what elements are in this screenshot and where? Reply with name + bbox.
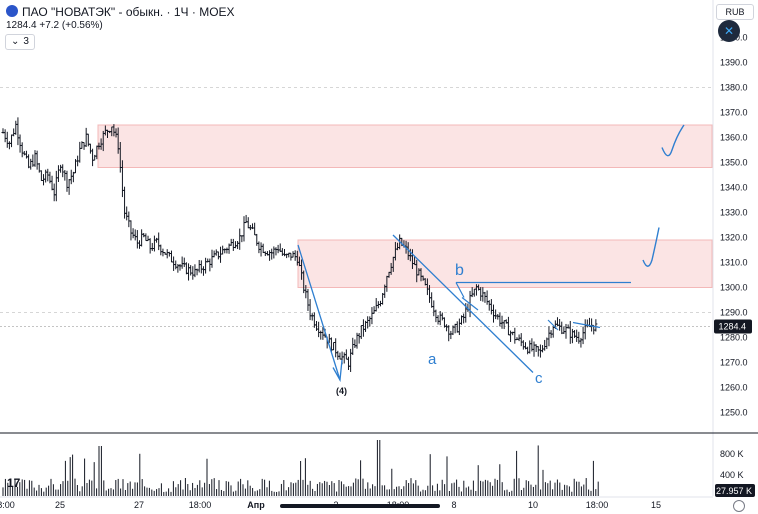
x-tick-label: 10	[528, 500, 538, 510]
volume-value-text: 27.957 K	[716, 486, 752, 496]
wave-label-a: a	[428, 351, 437, 368]
price-change: +7.2 (+0.56%)	[39, 20, 103, 31]
y-tick-label: 1280.0	[720, 333, 748, 343]
y-tick-label: 1270.0	[720, 358, 748, 368]
last-price: 1284.4	[6, 20, 37, 31]
y-tick-label: 1340.0	[720, 183, 748, 193]
wave-label-b: b	[455, 262, 464, 279]
wave-label-c: c	[535, 370, 543, 387]
checkmark-drawing	[661, 124, 685, 157]
current-price-text: 1284.4	[718, 322, 746, 332]
checkmark-drawing	[642, 227, 660, 267]
y-tick-label: 1360.0	[720, 133, 748, 143]
x-tick-label: 18:00	[586, 500, 609, 510]
volume-tick-label: 400 K	[720, 470, 744, 480]
symbol-title[interactable]: ПАО "НОВАТЭК" - обыкн. · 1Ч · MOEX	[22, 5, 235, 19]
current-price-label	[714, 319, 752, 334]
x-tick-label: 8	[451, 500, 456, 510]
y-tick-label: 1320.0	[720, 233, 748, 243]
x-tick-label: 18:00	[189, 500, 212, 510]
y-tick-label: 1310.0	[720, 258, 748, 268]
y-tick-label: 1380.0	[720, 83, 748, 93]
ticker-logo-icon	[6, 5, 18, 17]
volume-tick-label: 800 K	[720, 449, 744, 459]
x-tick-label: 15	[651, 500, 661, 510]
trend-line	[297, 244, 341, 381]
y-tick-label: 1330.0	[720, 208, 748, 218]
trend-line	[547, 319, 601, 331]
y-tick-label: 1390.0	[720, 58, 748, 68]
wave-label-4: (4)	[336, 386, 347, 396]
crosshair-tool-icon[interactable]: ✕	[718, 20, 740, 42]
currency-selector[interactable]: RUB	[716, 4, 754, 20]
x-tick-label: 25	[55, 500, 65, 510]
time-scrollbar[interactable]	[280, 504, 440, 508]
indicators-toggle-button[interactable]: ⌄ 3	[5, 34, 35, 50]
arrow-head	[332, 359, 343, 383]
y-tick-label: 1250.0	[720, 408, 748, 418]
trend-line	[455, 282, 479, 311]
x-tick-label: 27	[134, 500, 144, 510]
y-tick-label: 1300.0	[720, 283, 748, 293]
price-readout: 1284.4 +7.2 (+0.56%)	[6, 20, 103, 31]
tradingview-logo-icon: 17	[7, 476, 21, 490]
y-tick-label: 1290.0	[720, 308, 748, 318]
settings-gear-icon[interactable]	[733, 500, 745, 512]
trend-line	[392, 234, 534, 373]
supply-zone	[297, 239, 713, 288]
volume-value-label	[715, 484, 755, 497]
supply-zone	[97, 124, 713, 168]
chevron-down-icon: ⌄	[11, 36, 20, 47]
x-tick-label: Апр	[247, 500, 265, 510]
y-tick-label: 1350.0	[720, 158, 748, 168]
indicators-count: 3	[23, 36, 29, 47]
y-tick-label: 1260.0	[720, 383, 748, 393]
y-tick-label: 1370.0	[720, 108, 748, 118]
x-tick-label: 8:00	[0, 500, 15, 510]
